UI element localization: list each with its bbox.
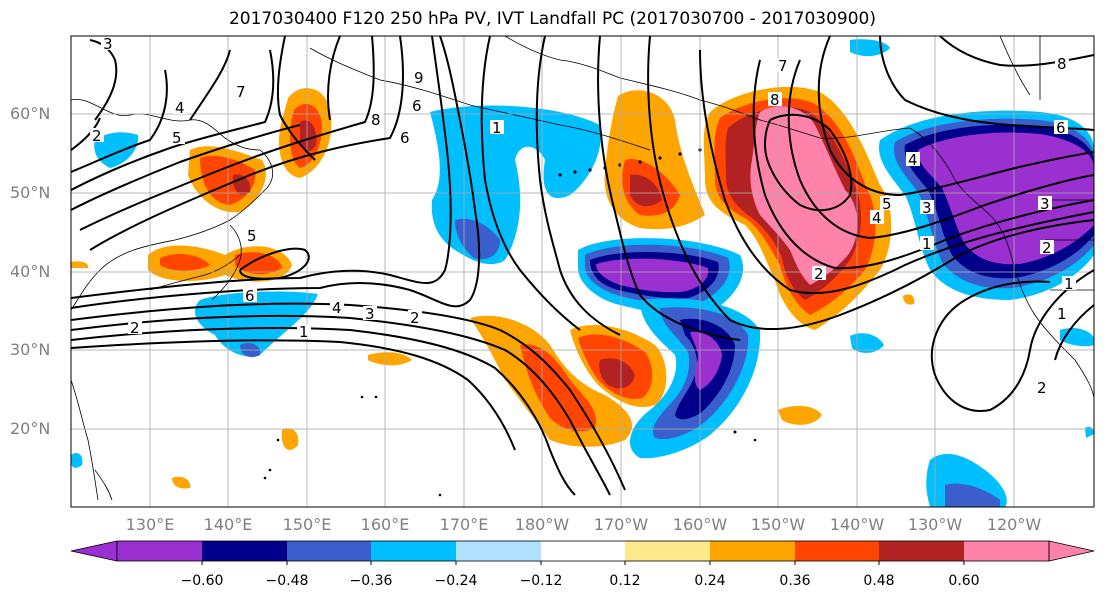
contour-labels: 3 2 5 4 7 8 6 9 1 1 2 7 8 6 5 4 3 2 1 6 … bbox=[90, 35, 1076, 397]
lat-label-30n: 30°N bbox=[10, 340, 51, 359]
contour-label: 1 bbox=[492, 119, 502, 137]
lon-label: 140°W bbox=[829, 515, 885, 534]
contour-label: 1 bbox=[922, 235, 932, 253]
contour-label: 8 bbox=[1057, 55, 1067, 73]
contour-label: 8 bbox=[770, 91, 780, 109]
lon-label: 130°W bbox=[907, 515, 963, 534]
contour-label: 2 bbox=[130, 319, 140, 337]
contour-label: 3 bbox=[103, 35, 113, 53]
contour-label: 2 bbox=[814, 265, 824, 283]
contour-label: 9 bbox=[414, 69, 424, 87]
colorbar-tick-label: −0.60 bbox=[180, 573, 224, 589]
contour-label: 7 bbox=[236, 83, 246, 101]
contour-label: 5 bbox=[882, 195, 892, 213]
lon-label: 150°E bbox=[282, 515, 332, 534]
contour-label: 3 bbox=[922, 199, 932, 217]
contour-label: 1 bbox=[1064, 275, 1074, 293]
map-frame bbox=[70, 35, 1095, 508]
contour-label: 4 bbox=[175, 99, 185, 117]
contour-label: 5 bbox=[247, 227, 257, 245]
lon-label: 120°W bbox=[986, 515, 1042, 534]
contour-label: 4 bbox=[872, 209, 882, 227]
contour-label: 6 bbox=[400, 129, 410, 147]
colorbar-tick-label: 0.48 bbox=[863, 573, 895, 589]
graticule bbox=[71, 36, 1094, 507]
contour-label: 6 bbox=[1056, 119, 1066, 137]
contour-label: 1 bbox=[1057, 305, 1067, 323]
contour-label: 2 bbox=[410, 309, 420, 327]
map-title: 2017030400 F120 250 hPa PV, IVT Landfall… bbox=[228, 9, 876, 29]
lat-label-40n: 40°N bbox=[10, 262, 51, 281]
colorbar-tick-label: 0.24 bbox=[694, 573, 726, 589]
lon-label: 180°W bbox=[514, 515, 570, 534]
contour-label: 1 bbox=[299, 323, 309, 341]
lon-label: 130°E bbox=[125, 515, 175, 534]
lon-label: 170°W bbox=[593, 515, 649, 534]
lon-label: 150°W bbox=[750, 515, 806, 534]
contour-label: 4 bbox=[332, 299, 342, 317]
contour-label: 6 bbox=[412, 97, 422, 115]
lon-label: 140°E bbox=[203, 515, 253, 534]
contour-label: 3 bbox=[1040, 195, 1050, 213]
colorbar-tick-label: 0.12 bbox=[609, 573, 641, 589]
colorbar-tick-label: 0.60 bbox=[948, 573, 980, 589]
colorbar-tick-label: 0.36 bbox=[779, 573, 811, 589]
lat-label-20n: 20°N bbox=[10, 419, 51, 438]
contour-label: 2 bbox=[1042, 239, 1052, 257]
contour-label: 2 bbox=[1037, 379, 1047, 397]
colorbar-tick-label: −0.36 bbox=[349, 573, 393, 589]
colorbar-tick-label: −0.24 bbox=[434, 573, 478, 589]
lon-label: 170°E bbox=[439, 515, 489, 534]
contour-label: 3 bbox=[365, 305, 375, 323]
lat-label-50n: 50°N bbox=[10, 183, 51, 202]
colorbar bbox=[70, 540, 1095, 565]
lon-label: 160°E bbox=[360, 515, 410, 534]
contour-label: 2 bbox=[92, 127, 102, 145]
colorbar-tick-label: −0.48 bbox=[265, 573, 309, 589]
contour-label: 7 bbox=[778, 57, 788, 75]
contour-label: 6 bbox=[245, 287, 255, 305]
contour-label: 4 bbox=[908, 151, 918, 169]
lat-label-60n: 60°N bbox=[10, 104, 51, 123]
contour-label: 5 bbox=[172, 129, 182, 147]
lon-label: 160°W bbox=[672, 515, 728, 534]
contour-label: 8 bbox=[371, 111, 381, 129]
colorbar-tick-label: −0.12 bbox=[519, 573, 563, 589]
